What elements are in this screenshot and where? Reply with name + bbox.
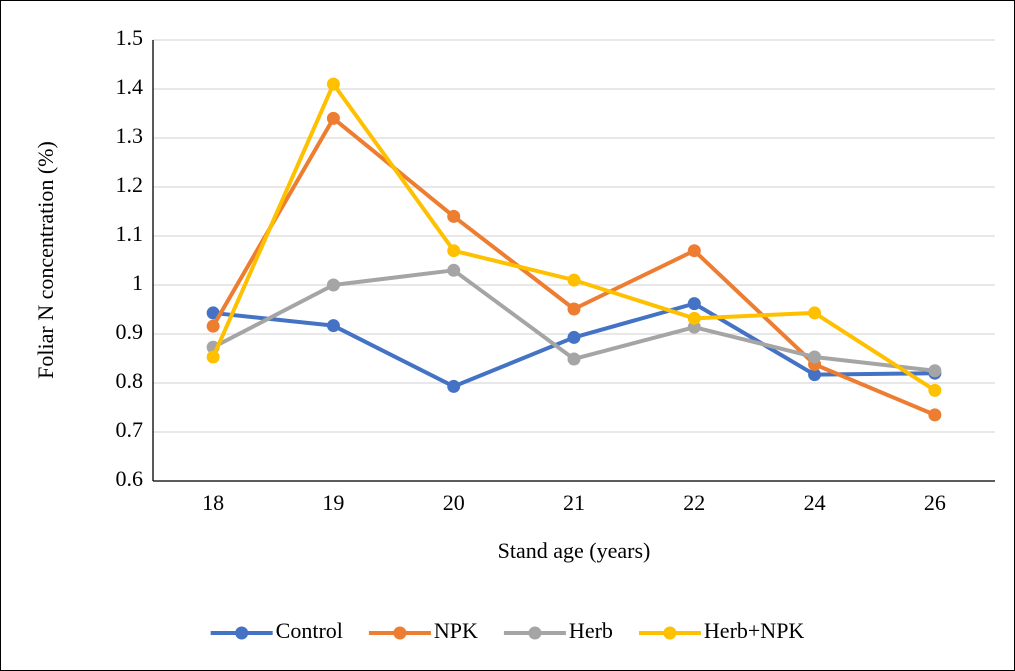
legend-item: Herb+NPK bbox=[638, 618, 805, 643]
x-tick-label: 24 bbox=[804, 490, 826, 515]
point bbox=[326, 77, 340, 91]
x-tick-label: 20 bbox=[443, 490, 465, 515]
point bbox=[206, 319, 220, 333]
y-tick-label: 0.7 bbox=[116, 417, 144, 442]
point bbox=[326, 111, 340, 125]
legend-label: Herb bbox=[569, 618, 613, 643]
y-tick-label: 1.4 bbox=[116, 74, 144, 99]
legend-label: Control bbox=[276, 618, 343, 643]
legend-item: Herb bbox=[503, 618, 613, 643]
y-tick-label: 1.1 bbox=[116, 221, 144, 246]
y-tick-label: 0.9 bbox=[116, 319, 144, 344]
point bbox=[326, 278, 340, 292]
legend-marker bbox=[393, 626, 407, 640]
y-tick-label: 0.8 bbox=[116, 368, 144, 393]
point bbox=[928, 364, 942, 378]
point bbox=[206, 350, 220, 364]
y-tick-label: 0.6 bbox=[116, 466, 144, 491]
point bbox=[808, 350, 822, 364]
point bbox=[808, 306, 822, 320]
y-tick-label: 1.3 bbox=[116, 123, 144, 148]
point bbox=[687, 244, 701, 258]
legend-label: Herb+NPK bbox=[704, 618, 805, 643]
legend-item: NPK bbox=[368, 618, 478, 643]
point bbox=[567, 330, 581, 344]
legend-item: Control bbox=[210, 618, 343, 643]
point bbox=[567, 352, 581, 366]
x-tick-label: 26 bbox=[924, 490, 946, 515]
x-tick-label: 22 bbox=[683, 490, 705, 515]
point bbox=[567, 302, 581, 316]
point bbox=[687, 311, 701, 325]
point bbox=[447, 379, 461, 393]
point bbox=[808, 368, 822, 382]
point bbox=[326, 319, 340, 333]
point bbox=[567, 273, 581, 287]
y-tick-label: 1.5 bbox=[116, 25, 144, 50]
point bbox=[687, 297, 701, 311]
point bbox=[447, 209, 461, 223]
x-tick-label: 19 bbox=[322, 490, 344, 515]
legend-label: NPK bbox=[434, 618, 478, 643]
legend-marker bbox=[528, 626, 542, 640]
point bbox=[447, 244, 461, 258]
y-axis-title: Foliar N concentration (%) bbox=[33, 141, 58, 379]
point bbox=[447, 263, 461, 277]
x-tick-label: 18 bbox=[202, 490, 224, 515]
legend-marker bbox=[235, 626, 249, 640]
y-tick-label: 1.2 bbox=[116, 172, 144, 197]
point bbox=[928, 408, 942, 422]
point bbox=[206, 306, 220, 320]
x-axis-title: Stand age (years) bbox=[498, 538, 651, 563]
legend: Control NPK Herb Herb+NPK bbox=[210, 618, 805, 643]
point bbox=[928, 383, 942, 397]
legend-marker bbox=[663, 626, 677, 640]
y-tick-label: 1 bbox=[132, 270, 143, 295]
x-tick-label: 21 bbox=[563, 490, 585, 515]
